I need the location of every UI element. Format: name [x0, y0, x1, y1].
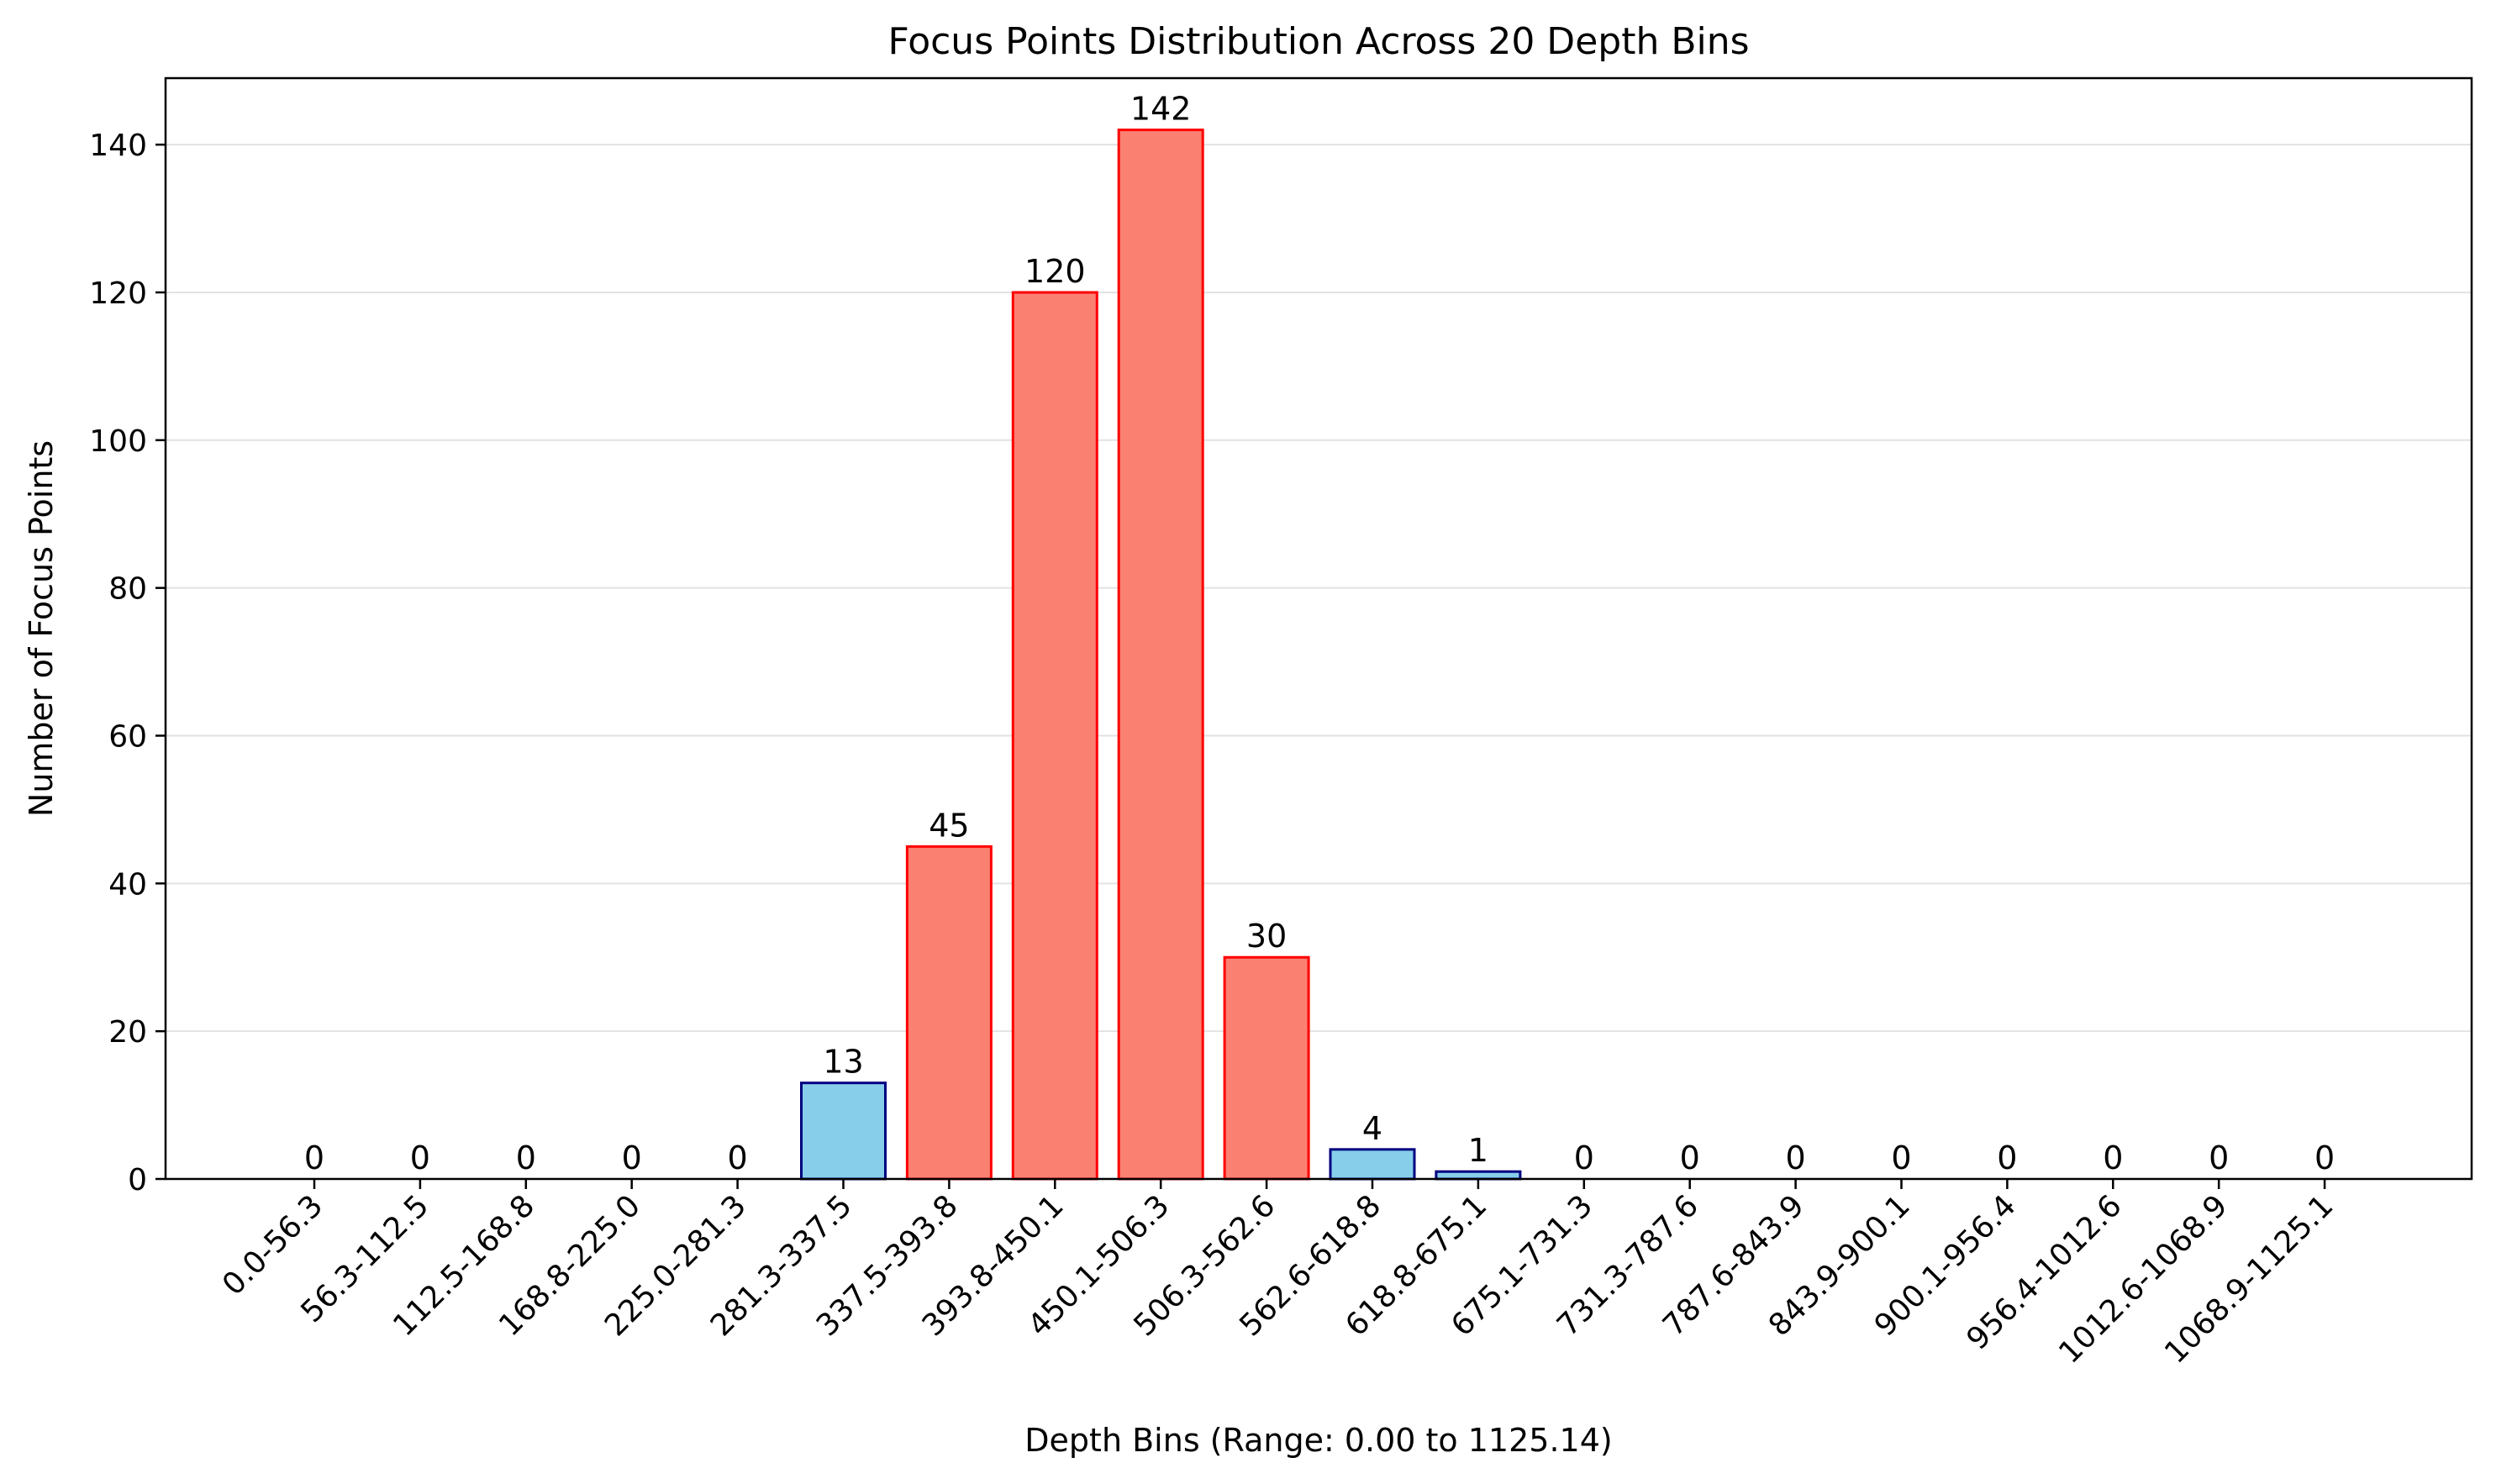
- bar-value-label: 30: [1246, 918, 1287, 955]
- bar: [1011, 291, 1098, 1181]
- bar-value-label: 0: [1997, 1139, 2017, 1176]
- bars: [800, 129, 1522, 1181]
- bar: [800, 1081, 887, 1181]
- y-tick-label: 40: [108, 867, 147, 902]
- plot-frame: [164, 76, 2473, 1181]
- y-tick-label: 140: [89, 129, 147, 163]
- x-tick-label: 0.0-56.3: [216, 1188, 329, 1302]
- bar: [1223, 955, 1310, 1181]
- grid-lines: [166, 144, 2472, 1033]
- bar-value-label: 142: [1130, 91, 1192, 128]
- y-tick-label: 20: [108, 1015, 147, 1050]
- bar: [1435, 1170, 1522, 1181]
- bar-value-label: 0: [516, 1139, 536, 1176]
- y-axis-ticks: 0 20 40 60 80 100 120 140: [89, 129, 166, 1197]
- y-tick-label: 120: [89, 276, 147, 311]
- x-axis-label: Depth Bins (Range: 0.00 to 1125.14): [1024, 1422, 1612, 1459]
- bar-value-label: 0: [2314, 1139, 2335, 1176]
- bar-value-label: 4: [1362, 1110, 1382, 1147]
- bar-value-label: 45: [929, 807, 969, 844]
- y-axis-label: Number of Focus Points: [23, 440, 60, 817]
- bar-value-label: 1: [1468, 1132, 1488, 1169]
- bar: [1117, 129, 1204, 1181]
- bar-value-label: 0: [1680, 1139, 1700, 1176]
- bar-value-label: 0: [622, 1139, 642, 1176]
- bar-value-label: 13: [823, 1044, 863, 1081]
- bar-value-label: 0: [1786, 1139, 1806, 1176]
- bar-value-label: 120: [1024, 253, 1086, 290]
- bar: [1329, 1148, 1416, 1181]
- bar-value-label: 0: [2103, 1139, 2123, 1176]
- bar-value-label: 0: [304, 1139, 324, 1176]
- x-axis-ticks: 0.0-56.356.3-112.5112.5-168.8168.8-225.0…: [216, 1179, 2340, 1371]
- bar: [905, 845, 993, 1181]
- chart-title: Focus Points Distribution Across 20 Dept…: [887, 20, 1749, 63]
- y-tick-label: 100: [89, 424, 147, 459]
- bar-value-label: 0: [1574, 1139, 1594, 1176]
- bar-value-label: 0: [410, 1139, 430, 1176]
- bar-value-labels: 0 0 0 0 0 13 45 120 142 30 4 1 0 0 0 0 0 0 0 0: [304, 91, 2335, 1176]
- y-tick-label: 80: [108, 572, 147, 607]
- bar-value-label: 0: [728, 1139, 748, 1176]
- y-tick-label: 60: [108, 719, 147, 754]
- bar-value-label: 0: [2209, 1139, 2229, 1176]
- y-tick-label: 0: [128, 1163, 147, 1197]
- bar-value-label: 0: [1891, 1139, 1911, 1176]
